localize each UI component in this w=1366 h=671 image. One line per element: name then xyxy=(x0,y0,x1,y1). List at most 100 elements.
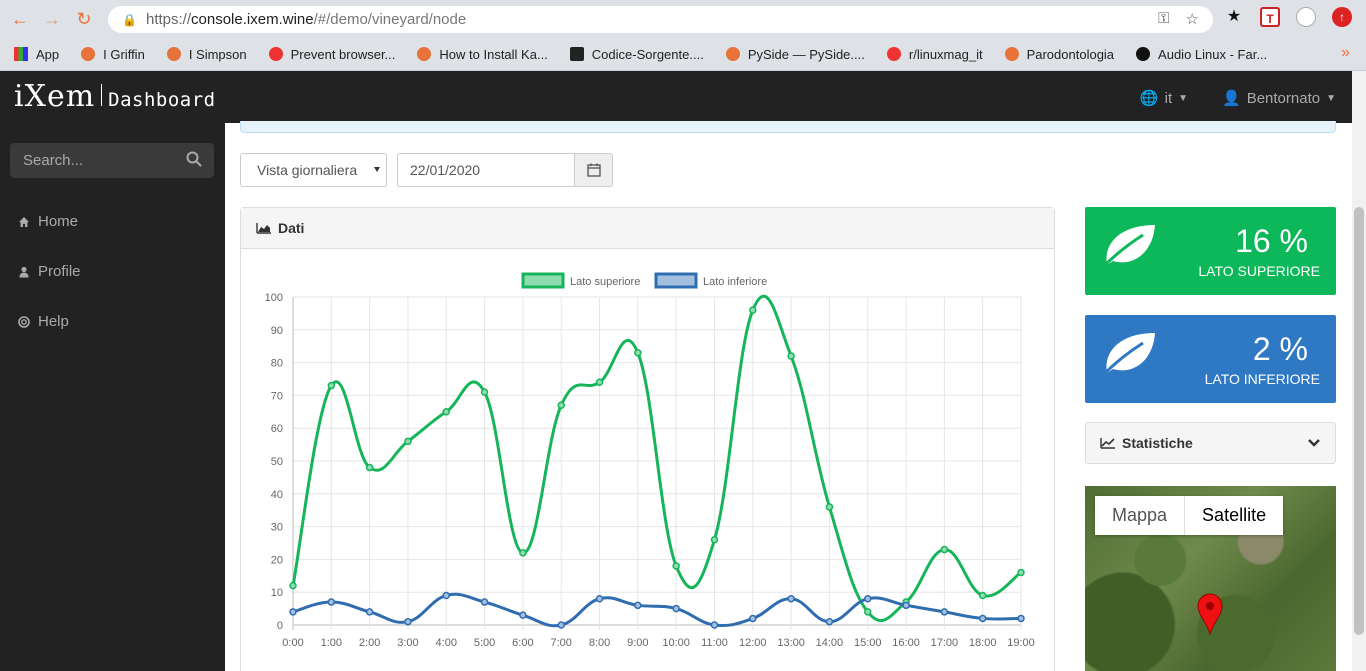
view-select[interactable]: Vista giornaliera xyxy=(240,153,387,187)
x-tick-label: 16:00 xyxy=(892,637,920,649)
x-tick-label: 9:00 xyxy=(627,637,648,649)
logo-separator xyxy=(101,84,103,106)
extension-star-icon[interactable]: ★ xyxy=(1226,8,1242,25)
sidebar: Search... Home Profile Help xyxy=(0,123,225,671)
stat-box-bottom: 2 % Lato inferiore xyxy=(1085,315,1336,403)
map-pin-icon[interactable] xyxy=(1197,593,1223,635)
data-point xyxy=(710,621,719,629)
data-point xyxy=(863,608,872,616)
update-icon[interactable]: ↑ xyxy=(1332,7,1352,27)
globe-icon: 🌐 xyxy=(1139,90,1159,107)
logo-sub: Dashboard xyxy=(108,89,216,111)
data-point xyxy=(404,617,412,626)
bookmark-item[interactable]: How to Install Ka... xyxy=(417,47,548,62)
stat-label-top: Lato superiore xyxy=(1198,263,1320,279)
key-icon[interactable]: ⚿ xyxy=(1158,10,1170,27)
logo-main: iXem xyxy=(14,79,96,114)
user-dropdown[interactable]: 👤 Bentornato ▼ xyxy=(1222,89,1336,108)
bookmark-item[interactable]: Prevent browser... xyxy=(268,47,395,62)
calendar-button[interactable] xyxy=(574,153,613,187)
bookmark-apps[interactable]: App xyxy=(14,47,59,62)
reload-icon[interactable]: ↻ xyxy=(76,9,92,29)
bookmarks-more-icon[interactable]: » xyxy=(1341,44,1350,61)
data-point xyxy=(902,601,910,610)
globe-icon xyxy=(417,47,432,61)
back-icon[interactable]: ← xyxy=(11,9,29,29)
app-header: iXem Dashboard 🌐 it ▼ 👤 Bentornato ▼ xyxy=(0,71,1352,123)
bookmark-item[interactable]: Audio Linux - Far... xyxy=(1136,47,1267,62)
user-icon: 👤 xyxy=(1222,90,1241,107)
lock-icon: 🔒 xyxy=(122,12,137,27)
leaf-icon xyxy=(1101,225,1155,269)
satellite-map[interactable]: Mappa Satellite xyxy=(1085,486,1336,671)
bookmark-item[interactable]: Codice-Sorgente.... xyxy=(569,47,704,62)
bookmarks-bar: App I Griffin I Simpson Prevent browser.… xyxy=(0,38,1366,71)
logo[interactable]: iXem Dashboard xyxy=(14,79,216,114)
caret-down-icon: ▼ xyxy=(1326,92,1336,104)
data-point xyxy=(749,306,757,314)
audio-icon xyxy=(1136,47,1151,61)
y-tick-label: 0 xyxy=(277,620,283,632)
bookmark-item[interactable]: I Griffin xyxy=(81,47,145,62)
shield-icon xyxy=(268,47,283,61)
data-point xyxy=(327,381,336,390)
extension-t-icon[interactable]: T xyxy=(1260,7,1280,27)
series-line-bottom xyxy=(292,592,1022,628)
caret-down-icon: ▼ xyxy=(1178,92,1189,104)
search-icon[interactable] xyxy=(186,151,202,167)
data-point xyxy=(480,388,489,396)
x-tick-label: 18:00 xyxy=(969,637,997,649)
profile-avatar-icon[interactable] xyxy=(1296,7,1316,27)
star-icon[interactable]: ☆ xyxy=(1185,11,1199,28)
data-point xyxy=(1017,614,1025,623)
language-dropdown[interactable]: 🌐 it ▼ xyxy=(1139,89,1189,108)
data-point xyxy=(365,463,374,472)
tab-satellite[interactable]: Satellite xyxy=(1184,496,1283,535)
x-tick-label: 19:00 xyxy=(1007,637,1035,649)
data-point xyxy=(672,562,680,570)
lifebuoy-icon xyxy=(18,315,30,328)
data-panel: Dati 0 10 20 30 40 50 60 70 80 90 100 0:00 1:00 2:00 3… xyxy=(240,207,1055,671)
data-point xyxy=(289,581,297,590)
data-point xyxy=(595,378,604,387)
sidebar-item-home[interactable]: Home xyxy=(18,213,78,230)
forward-icon[interactable]: → xyxy=(43,9,61,29)
data-point xyxy=(289,608,297,616)
sidebar-item-profile[interactable]: Profile xyxy=(18,263,81,280)
sidebar-item-help[interactable]: Help xyxy=(18,313,69,330)
chevron-down-icon[interactable] xyxy=(1307,436,1321,450)
x-tick-label: 17:00 xyxy=(931,637,959,649)
data-point xyxy=(672,604,680,613)
x-tick-label: 12:00 xyxy=(739,637,767,649)
x-tick-label: 6:00 xyxy=(512,637,533,649)
bookmark-item[interactable]: Parodontologia xyxy=(1004,47,1114,62)
date-input[interactable]: 22/01/2020 xyxy=(397,153,575,187)
y-tick-label: 100 xyxy=(265,292,283,304)
scrollbar-thumb[interactable] xyxy=(1354,207,1364,635)
x-tick-label: 3:00 xyxy=(397,637,418,649)
data-point xyxy=(940,545,949,554)
terminal-icon xyxy=(569,47,584,61)
globe-icon xyxy=(166,47,181,61)
statistics-panel[interactable]: Statistiche xyxy=(1085,422,1336,464)
data-point xyxy=(863,595,872,603)
y-tick-label: 60 xyxy=(271,423,283,435)
bookmark-item[interactable]: r/linuxmag_it xyxy=(886,47,983,62)
data-point xyxy=(825,617,834,626)
bookmark-item[interactable]: PySide — PySide.... xyxy=(725,47,865,62)
data-point xyxy=(365,608,374,616)
search-input[interactable]: Search... xyxy=(10,143,214,178)
x-tick-label: 15:00 xyxy=(854,637,882,649)
x-tick-label: 1:00 xyxy=(321,637,342,649)
x-tick-label: 14:00 xyxy=(816,637,844,649)
area-chart-icon xyxy=(256,223,271,234)
legend-swatch xyxy=(521,272,565,289)
panel-header: Dati xyxy=(241,208,1054,249)
bookmark-item[interactable]: I Simpson xyxy=(166,47,247,62)
tab-map[interactable]: Mappa xyxy=(1112,505,1168,525)
address-bar[interactable]: 🔒 https:// console.ixem.wine /#/demo/vin… xyxy=(108,6,1213,33)
legend-swatch xyxy=(654,272,698,289)
browser-toolbar: ← → ↻ 🔒 https:// console.ixem.wine /#/de… xyxy=(0,0,1366,38)
data-point xyxy=(634,349,642,357)
page-scrollbar[interactable] xyxy=(1352,71,1366,671)
